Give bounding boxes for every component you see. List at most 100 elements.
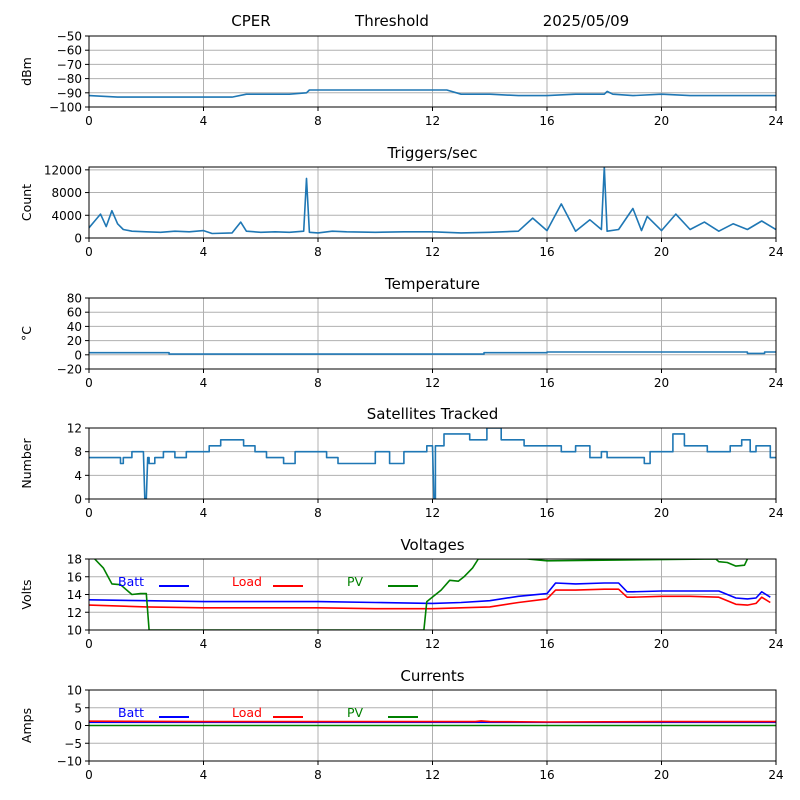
- y-axis-label: Count: [19, 184, 34, 221]
- series-line-0: [89, 89, 776, 98]
- y-tick-label: −5: [64, 737, 82, 751]
- x-tick-label: 8: [314, 114, 322, 128]
- panel-title: Voltages: [400, 536, 464, 554]
- x-tick-label: 12: [425, 506, 440, 520]
- x-tick-label: 12: [425, 114, 440, 128]
- x-tick-label: 4: [200, 376, 208, 390]
- y-tick-label: −100: [49, 101, 82, 115]
- y-tick-label: 8: [74, 445, 82, 459]
- panel-4: 0 4 8 12 16 20 24 10 12 14 16 18 Voltages Volts Batt Lo…: [19, 536, 784, 651]
- plot-frame: [88, 427, 777, 500]
- x-tick-label: 24: [768, 506, 783, 520]
- series-line-pv: [94, 559, 749, 630]
- y-tick-label: −50: [57, 30, 82, 44]
- header-mode: Threshold: [354, 12, 429, 30]
- x-tick-label: 4: [200, 506, 208, 520]
- y-axis-label: Volts: [19, 579, 34, 609]
- series-group: [89, 559, 771, 630]
- x-tick-label: 0: [85, 506, 93, 520]
- x-tick-label: 8: [314, 376, 322, 390]
- x-tick-label: 20: [654, 768, 669, 782]
- y-axis-label: °C: [19, 326, 34, 341]
- x-tick-label: 8: [314, 506, 322, 520]
- x-tick-label: 20: [654, 637, 669, 651]
- x-tick-label: 12: [425, 768, 440, 782]
- legend-label-pv: PV: [347, 705, 364, 720]
- y-tick-label: 80: [67, 292, 82, 306]
- legend-label-batt: Batt: [118, 574, 144, 589]
- x-tick-label: 16: [539, 506, 554, 520]
- series-line-load: [89, 720, 776, 723]
- y-tick-label: 0: [74, 493, 82, 507]
- legend-label-load: Load: [232, 705, 262, 720]
- x-tick-label: 8: [314, 245, 322, 259]
- x-tick-label: 0: [85, 376, 93, 390]
- y-tick-label: 0: [74, 232, 82, 246]
- legend-label-load: Load: [232, 574, 262, 589]
- y-tick-label: 12: [67, 606, 82, 620]
- x-tick-label: 24: [768, 245, 783, 259]
- y-tick-label: −10: [57, 755, 82, 769]
- panel-title: Triggers/sec: [387, 144, 478, 162]
- panel-title: Currents: [400, 667, 464, 685]
- x-tick-label: 20: [654, 114, 669, 128]
- y-tick-label: 12: [67, 422, 82, 436]
- x-tick-label: 12: [425, 376, 440, 390]
- y-tick-label: 5: [74, 701, 82, 715]
- x-tick-label: 16: [539, 114, 554, 128]
- plot-frame: [88, 166, 777, 239]
- series-group: [89, 89, 776, 98]
- x-tick-label: 4: [200, 768, 208, 782]
- series-group: [89, 167, 776, 235]
- y-tick-label: 16: [67, 570, 82, 584]
- y-tick-label: 0: [74, 348, 82, 362]
- series-line-0: [89, 167, 776, 235]
- x-tick-label: 16: [539, 637, 554, 651]
- x-tick-label: 16: [539, 768, 554, 782]
- x-tick-label: 4: [200, 114, 208, 128]
- y-tick-label: −70: [57, 58, 82, 72]
- legend-label-batt: Batt: [118, 705, 144, 720]
- x-tick-label: 24: [768, 637, 783, 651]
- y-tick-label: −80: [57, 72, 82, 86]
- y-tick-label: 10: [67, 624, 82, 638]
- y-axis-label: Number: [19, 438, 34, 489]
- panel-5: 0 4 8 12 16 20 24 −10 −5 0 5 10 Currents Amps Batt Load…: [19, 667, 784, 782]
- y-tick-label: 18: [67, 553, 82, 567]
- series-group: [89, 720, 776, 727]
- y-tick-label: 0: [74, 719, 82, 733]
- y-tick-label: 14: [67, 588, 82, 602]
- y-axis-label: Amps: [19, 708, 34, 743]
- y-tick-label: 10: [67, 684, 82, 698]
- x-tick-label: 4: [200, 637, 208, 651]
- x-tick-label: 8: [314, 637, 322, 651]
- x-tick-label: 0: [85, 114, 93, 128]
- x-tick-label: 16: [539, 245, 554, 259]
- y-tick-label: −60: [57, 44, 82, 58]
- x-tick-label: 16: [539, 376, 554, 390]
- y-tick-label: −20: [57, 363, 82, 377]
- plot-frame: [88, 297, 777, 370]
- y-tick-label: 4: [74, 469, 82, 483]
- y-tick-label: −90: [57, 86, 82, 100]
- panel-0: 0 4 8 12 16 20 24 −100−90−80−70−60−50 dBm: [19, 30, 784, 129]
- x-tick-label: 0: [85, 768, 93, 782]
- panel-3: 0 4 8 12 16 20 24 0 4 8 12 Satellites Tracked Number: [19, 405, 784, 520]
- y-tick-label: 12000: [44, 163, 82, 177]
- series-line-0: [89, 351, 776, 355]
- x-tick-label: 20: [654, 506, 669, 520]
- series-line-load: [89, 588, 771, 610]
- y-tick-label: 60: [67, 306, 82, 320]
- plot-frame: [88, 558, 777, 631]
- x-tick-label: 20: [654, 376, 669, 390]
- x-tick-label: 4: [200, 245, 208, 259]
- y-tick-label: 20: [67, 334, 82, 348]
- x-tick-label: 24: [768, 768, 783, 782]
- series-line-batt: [89, 582, 771, 605]
- x-tick-label: 20: [654, 245, 669, 259]
- y-axis-label: dBm: [19, 57, 34, 86]
- x-tick-label: 8: [314, 768, 322, 782]
- y-tick-label: 4000: [51, 209, 82, 223]
- plot-frame: [88, 689, 777, 762]
